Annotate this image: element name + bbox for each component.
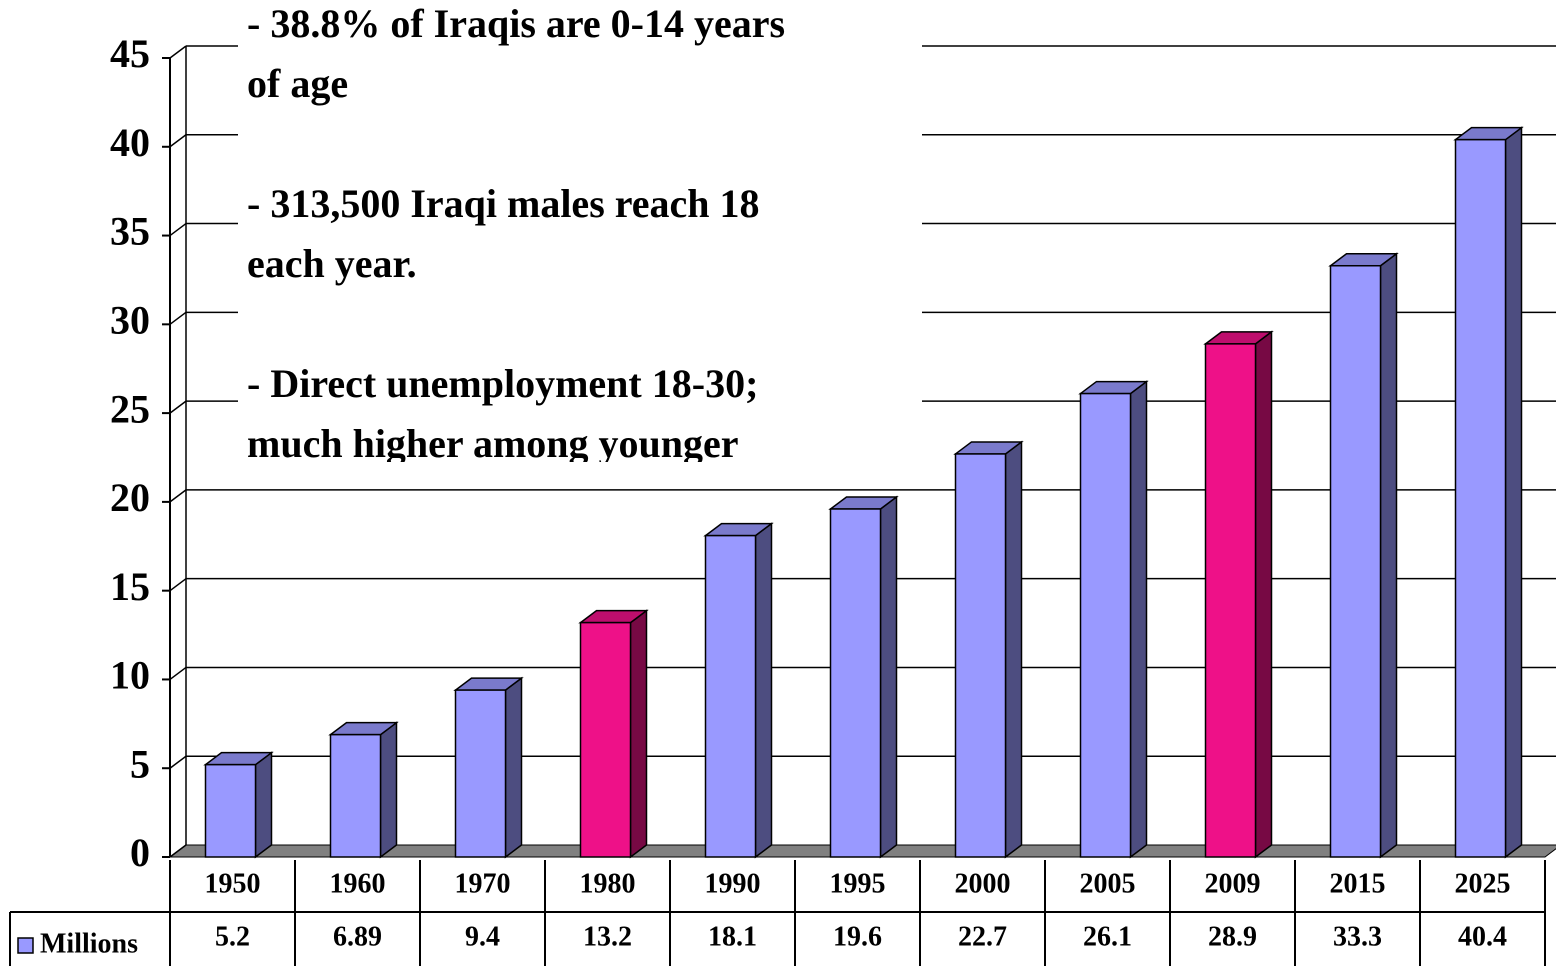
x-tick-label: 2009 xyxy=(1205,868,1261,899)
bar xyxy=(1204,343,1257,858)
y-tick-link xyxy=(169,400,187,414)
annotation-line: - Direct unemployment 18-30; xyxy=(247,361,758,406)
y-tick-link xyxy=(169,666,187,681)
annotation-line: - 313,500 Iraqi males reach 18 xyxy=(247,181,760,226)
y-tick-label: 25 xyxy=(110,386,150,431)
x-tick-label: 1960 xyxy=(330,868,386,899)
x-tick-label: 1995 xyxy=(830,868,886,899)
y-tick-link xyxy=(169,45,187,59)
bar-side xyxy=(504,676,523,859)
x-tick-label: 2005 xyxy=(1080,868,1136,899)
legend-key xyxy=(17,937,34,954)
bar-side xyxy=(1004,440,1023,859)
bar xyxy=(704,534,757,858)
y-tick-label: 40 xyxy=(110,120,150,165)
bar-side xyxy=(754,522,773,859)
bar-side xyxy=(1254,330,1273,859)
bar xyxy=(1079,392,1132,858)
y-tick-label: 35 xyxy=(110,209,150,254)
bar-side xyxy=(254,751,273,859)
table-value: 9.4 xyxy=(465,921,500,952)
x-tick-label: 2000 xyxy=(955,868,1011,899)
bar xyxy=(1454,138,1507,858)
y-tick-link xyxy=(169,311,187,325)
table-value: 28.9 xyxy=(1208,921,1257,952)
bar-side xyxy=(379,721,398,859)
y-tick-link xyxy=(169,755,187,769)
y-tick-link xyxy=(169,222,187,237)
bar xyxy=(204,763,257,858)
annotation-line: - 38.8% of Iraqis are 0-14 years xyxy=(247,1,785,46)
table-value: 6.89 xyxy=(333,921,382,952)
x-tick-label: 1990 xyxy=(705,868,761,899)
table-value: 33.3 xyxy=(1333,921,1382,952)
table-value: 19.6 xyxy=(833,921,882,952)
annotations: - 38.8% of Iraqis are 0-14 years of age - … xyxy=(247,1,785,466)
y-tick-label: 30 xyxy=(110,298,150,343)
bar-side xyxy=(1129,380,1148,859)
y-tick-link xyxy=(169,134,187,148)
annotation-box xyxy=(238,0,922,462)
y-tick-link xyxy=(169,844,187,858)
x-tick-label: 2015 xyxy=(1330,868,1386,899)
y-tick-label: 45 xyxy=(110,31,150,76)
bar-side xyxy=(879,495,898,859)
bar-side xyxy=(1504,126,1523,859)
bar xyxy=(954,453,1007,858)
y-tick-link xyxy=(169,489,187,503)
y-tick-label: 0 xyxy=(130,830,150,875)
table-value: 22.7 xyxy=(958,921,1007,952)
x-tick-label: 1950 xyxy=(205,868,261,899)
x-tick-label: 2025 xyxy=(1455,868,1511,899)
annotation-line: of age xyxy=(247,61,348,106)
legend-label: Millions xyxy=(40,928,138,959)
annotation-line: each year. xyxy=(247,241,417,286)
table-value: 5.2 xyxy=(215,921,250,952)
bar-side xyxy=(629,609,648,859)
bar xyxy=(579,621,632,858)
table-value: 26.1 xyxy=(1083,921,1132,952)
y-tick-label: 10 xyxy=(110,653,150,698)
bar xyxy=(829,508,882,858)
bar xyxy=(329,733,382,858)
y-tick-label: 5 xyxy=(130,741,150,786)
x-tick-label: 1970 xyxy=(455,868,511,899)
table-value: 18.1 xyxy=(708,921,757,952)
annotation-line: much higher among younger xyxy=(247,421,739,466)
bar xyxy=(454,689,507,858)
y-tick-label: 20 xyxy=(110,475,150,520)
bar-side xyxy=(1379,252,1398,859)
table-value: 40.4 xyxy=(1458,921,1507,952)
y-tick-label: 15 xyxy=(110,564,150,609)
table-value: 13.2 xyxy=(583,921,632,952)
bar xyxy=(1329,264,1382,858)
x-tick-label: 1980 xyxy=(580,868,636,899)
y-tick-link xyxy=(169,578,187,592)
